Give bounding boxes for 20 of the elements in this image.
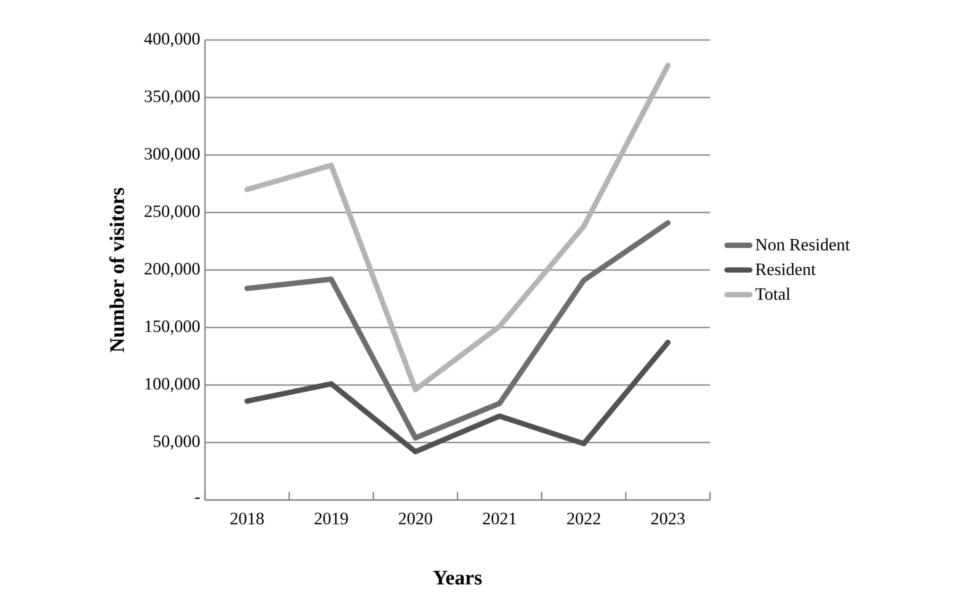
legend-label: Non Resident: [756, 238, 850, 250]
y-tick-label: 250,000: [144, 205, 200, 220]
x-tick-label: 2019: [314, 512, 348, 524]
x-axis-title: Years: [433, 570, 482, 585]
y-tick-label: 400,000: [144, 32, 200, 48]
x-tick-label: 2021: [483, 512, 516, 524]
x-tick-label: 2023: [651, 512, 685, 524]
x-tick-label: 2018: [230, 512, 264, 524]
y-axis-title: Number of visitors: [109, 188, 124, 352]
y-tick-label: 100,000: [145, 378, 200, 392]
y-tick-label: 300,000: [144, 148, 200, 162]
legend-label: Resident: [756, 262, 816, 276]
y-tick-label: 50,000: [154, 435, 200, 450]
y-tick-label: 200,000: [144, 262, 200, 278]
x-tick-label: 2022: [567, 512, 600, 524]
legend-label: Total: [755, 288, 790, 300]
y-tick-label: 150,000: [145, 320, 200, 335]
x-tick-label: 2020: [398, 512, 432, 524]
y-tick-label: -: [195, 498, 200, 499]
y-tick-label: 350,000: [144, 90, 200, 105]
